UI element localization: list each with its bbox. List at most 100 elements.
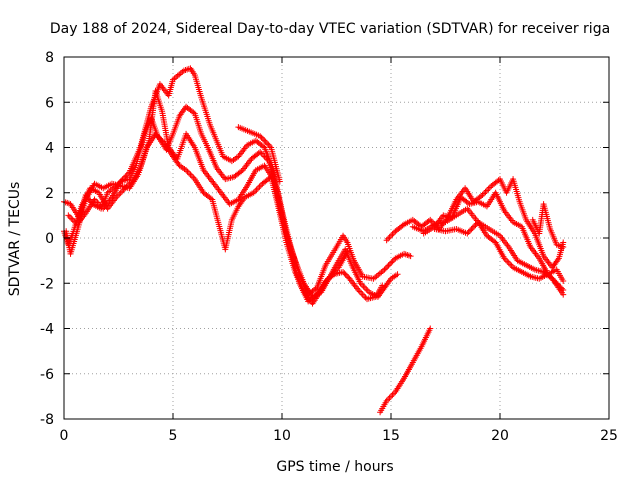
- data-point: [360, 283, 367, 290]
- data-point: [69, 216, 76, 223]
- data-point: [266, 143, 273, 150]
- data-point: [428, 218, 435, 225]
- data-point: [390, 256, 397, 263]
- data-point: [504, 258, 511, 265]
- data-point: [343, 273, 350, 280]
- data-point: [185, 170, 192, 177]
- data-point: [207, 195, 214, 202]
- series-track-5: [235, 124, 283, 185]
- data-point: [362, 294, 369, 301]
- data-point: [356, 288, 363, 295]
- data-point: [379, 282, 386, 289]
- data-point: [276, 178, 283, 185]
- data-point: [486, 184, 493, 191]
- series-track-4: [63, 130, 351, 307]
- data-point: [190, 109, 197, 116]
- series-track-11: [529, 201, 567, 251]
- data-point: [342, 271, 349, 278]
- data-point: [255, 185, 262, 192]
- data-point: [262, 138, 269, 145]
- data-point: [560, 244, 567, 251]
- data-point: [345, 274, 352, 281]
- x-tick-label: 0: [60, 428, 69, 444]
- data-point: [344, 248, 351, 255]
- data-point: [560, 277, 567, 284]
- data-point: [482, 188, 489, 195]
- data-point: [187, 171, 194, 178]
- data-point: [469, 224, 476, 231]
- data-point: [388, 393, 394, 400]
- data-point: [388, 259, 395, 266]
- data-point: [265, 141, 272, 148]
- data-point: [465, 229, 472, 236]
- data-point: [385, 262, 392, 269]
- data-point: [386, 394, 393, 401]
- data-point: [312, 285, 319, 292]
- data-point: [467, 227, 474, 234]
- x-tick-label: 15: [382, 428, 400, 444]
- data-point: [361, 284, 368, 291]
- data-point: [258, 134, 265, 141]
- data-point: [363, 286, 370, 293]
- data-point: [358, 290, 365, 297]
- data-point: [389, 258, 396, 265]
- chart-title: Day 188 of 2024, Sidereal Day-to-day VTE…: [50, 21, 610, 37]
- data-point: [547, 274, 554, 281]
- series-track-8: [420, 189, 567, 284]
- x-axis-label: GPS time / hours: [276, 459, 393, 475]
- data-point: [407, 253, 414, 260]
- data-point: [66, 213, 73, 220]
- data-point: [505, 259, 512, 266]
- data-point: [184, 168, 191, 175]
- y-tick-label: 0: [45, 231, 54, 247]
- data-point: [68, 215, 75, 222]
- data-point: [261, 137, 268, 144]
- data-point: [382, 265, 389, 272]
- data-point: [472, 221, 479, 228]
- data-point: [507, 261, 514, 268]
- series-track-10: [409, 205, 567, 298]
- data-point: [385, 235, 392, 242]
- data-point: [468, 226, 475, 233]
- data-point: [478, 193, 485, 200]
- x-tick-label: 25: [600, 428, 618, 444]
- x-tick-label: 10: [273, 428, 291, 444]
- data-point: [390, 229, 397, 236]
- data-point: [257, 182, 264, 189]
- data-point: [259, 136, 266, 143]
- x-tick-label: 20: [491, 428, 509, 444]
- y-tick-label: -4: [40, 322, 54, 338]
- data-point: [256, 183, 263, 190]
- x-tick-label: 5: [169, 428, 178, 444]
- series-track-6: [377, 325, 434, 416]
- data-point: [386, 261, 393, 268]
- data-point: [253, 186, 260, 193]
- axes: 0 5 10 15 20 25 -8 -6 -4 -2 0 2 4 6 8: [40, 50, 618, 444]
- data-point: [560, 291, 567, 298]
- data-point: [471, 223, 478, 230]
- data-point: [238, 168, 245, 175]
- data-point: [481, 190, 488, 197]
- data-point: [341, 270, 348, 277]
- data-points: [61, 65, 567, 416]
- data-point: [427, 325, 434, 332]
- y-tick-label: -6: [40, 367, 54, 383]
- data-point: [381, 266, 388, 273]
- data-point: [399, 222, 406, 229]
- data-point: [394, 271, 401, 278]
- y-tick-label: 4: [45, 141, 54, 157]
- data-point: [264, 140, 271, 147]
- y-tick-label: -8: [40, 412, 54, 428]
- y-tick-label: 6: [45, 95, 54, 111]
- data-point: [260, 143, 267, 150]
- data-point: [65, 212, 72, 219]
- data-point: [340, 268, 347, 275]
- y-axis-label: SDTVAR / TECUs: [7, 182, 23, 297]
- y-tick-label: 8: [45, 50, 54, 66]
- data-point: [384, 263, 391, 270]
- data-point: [464, 230, 471, 237]
- data-point: [386, 234, 393, 241]
- data-point: [485, 185, 492, 192]
- y-tick-label: -2: [40, 276, 54, 292]
